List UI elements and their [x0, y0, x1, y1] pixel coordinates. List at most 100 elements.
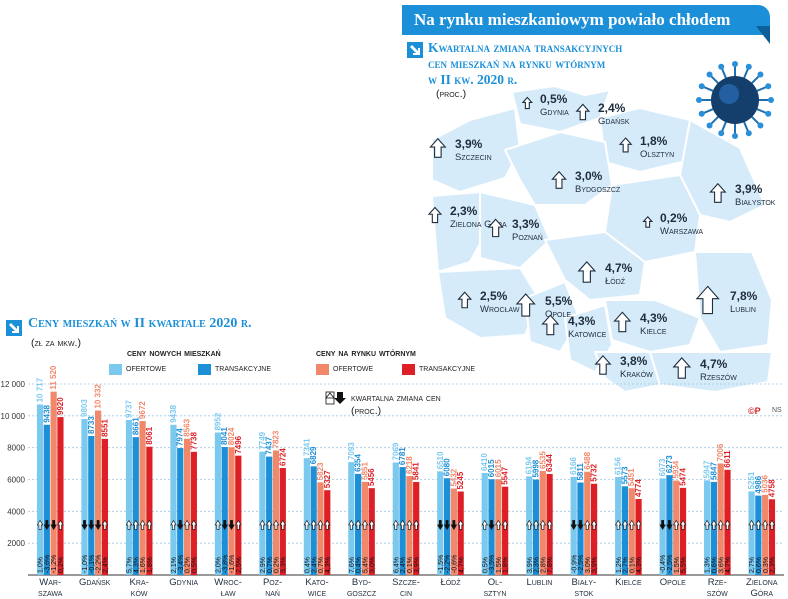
bar-value-label: 6156 [614, 457, 623, 475]
bar-value-label: 5847 [709, 462, 718, 480]
legend-label-new-transaction: transakcyjne [215, 362, 272, 374]
down-arrow-icon [334, 392, 346, 404]
map-title-line: cen mieszkań na rynku wtórnym [428, 56, 606, 71]
bar-value-label: 9803 [80, 399, 89, 417]
map-title-line: Kwartalna zmiana transakcyjnych [428, 40, 623, 55]
change-label: -1,2% [51, 555, 58, 573]
bar-value-label: 7974 [176, 428, 185, 446]
change-label: -1,0% [82, 555, 89, 573]
map-value: 2,3% [450, 204, 478, 218]
map-title-line: w II kw. 2020 r. [428, 72, 518, 87]
virus-spike-tip [698, 83, 705, 90]
bar-value-label: 6611 [723, 450, 732, 468]
map-value: 3,9% [735, 182, 763, 196]
bar-value-label: 10 717 [36, 377, 45, 402]
bar-value-label: 5851 [360, 462, 369, 480]
change-label: 5,7% [127, 557, 134, 573]
bar-value-label: 9920 [56, 397, 65, 415]
bar-value-label: 4774 [634, 479, 643, 497]
bar-value-label: 7823 [271, 430, 280, 448]
bar-value-label: 6535 [538, 451, 547, 469]
bar [235, 455, 242, 575]
bar [221, 447, 228, 575]
bar-value-label: 10 332 [94, 384, 103, 409]
change-label: 0,4% [304, 557, 311, 573]
bar [635, 499, 642, 575]
y-tick-label: 4000 [7, 507, 25, 516]
bar [768, 499, 776, 575]
bar-value-label: 4758 [767, 479, 776, 497]
bar [43, 424, 50, 575]
bar-value-label: 7496 [234, 435, 243, 453]
virus-spike-tip [745, 130, 752, 137]
bar-value-label: 5841 [412, 462, 421, 480]
change-label: 4,3% [636, 557, 643, 573]
change-label: -2,2% [445, 555, 452, 573]
change-label: 0,2% [274, 557, 281, 573]
bar [502, 486, 509, 575]
x-tick-label: Kato- [305, 577, 328, 588]
virus-spike-tip [765, 83, 772, 90]
map-value: 3,0% [575, 169, 603, 183]
up-arrow-icon [594, 354, 612, 375]
up-arrow-icon [368, 519, 375, 530]
map-city-label: Bydgoszcz [575, 184, 621, 195]
change-label: 3,3% [280, 557, 287, 573]
bar [177, 448, 184, 575]
virus-spike-tip [757, 122, 764, 129]
change-label: -3,8% [222, 555, 229, 573]
up-arrow-icon [235, 519, 242, 530]
bar-value-label: 5456 [367, 468, 376, 486]
change-label: 2,4% [103, 557, 110, 573]
map-title: Kwartalna zmiana transakcyjnych cen mies… [428, 40, 622, 88]
change-label: -0,9% [571, 555, 578, 573]
bar-value-label: 9672 [138, 401, 147, 419]
legend-change-unit: (proc.) [351, 405, 381, 417]
change-label: 0,7% [318, 557, 325, 573]
bar [36, 404, 44, 575]
bar-value-label: 5036 [761, 474, 770, 492]
up-arrow-icon [317, 519, 324, 530]
x-tick-label: ław [221, 588, 236, 599]
change-label: -1,6% [229, 555, 236, 573]
section-arrow-icon [6, 320, 22, 336]
banner-title: Na rynku mieszkaniowym powiało chłodem [402, 5, 770, 35]
legend-label-sec-offer: ofertowe [333, 362, 374, 374]
down-arrow-icon [177, 520, 184, 531]
up-arrow-icon [427, 206, 443, 224]
bar [272, 450, 280, 575]
change-label: 0,5% [482, 557, 489, 573]
up-arrow-icon [457, 291, 473, 309]
map-region [604, 299, 701, 353]
map-region [544, 231, 646, 301]
up-arrow-icon [125, 519, 133, 530]
bar [132, 437, 139, 575]
change-label: -3,5% [489, 555, 496, 573]
change-label: 6,4% [393, 557, 400, 573]
x-tick-label: szów [707, 588, 728, 599]
change-label: 4,7% [458, 557, 465, 573]
virus-spike-tip [706, 122, 713, 129]
down-arrow-icon [88, 520, 95, 531]
up-arrow-icon [618, 137, 633, 153]
change-label: 2,7% [749, 557, 756, 573]
change-label: 2,3% [534, 557, 541, 573]
legend-new-heading: ceny nowych mieszkań [127, 347, 221, 359]
change-label: 1,5% [496, 557, 503, 573]
change-label: -3,4% [178, 555, 185, 573]
map-value: 2,5% [480, 289, 508, 303]
up-arrow-icon [190, 519, 198, 530]
map-city-label: Łódź [605, 276, 626, 287]
map-value: 4,3% [640, 311, 668, 325]
change-label: 0,6% [711, 557, 718, 573]
up-arrow-icon [132, 519, 140, 530]
up-arrow-icon [361, 519, 369, 530]
bar [717, 463, 724, 575]
up-arrow-icon [551, 170, 567, 189]
change-label: 2,3% [770, 557, 777, 573]
map-value: 2,4% [598, 101, 626, 115]
change-label: 0,5% [191, 557, 198, 573]
up-arrow-icon [457, 519, 464, 530]
change-label: 0,2% [58, 557, 65, 573]
bar [101, 438, 109, 575]
